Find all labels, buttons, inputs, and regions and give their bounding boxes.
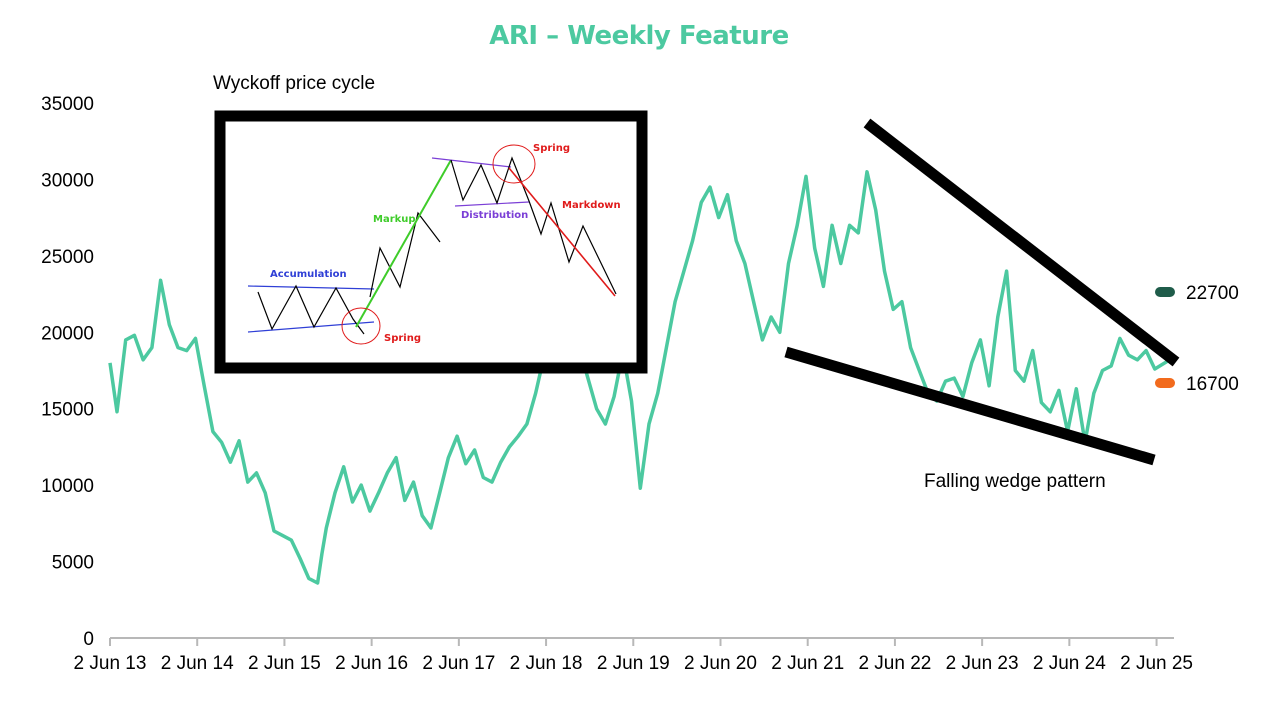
spring-circle-2 [492,144,536,184]
x-tick-label: 2 Jun 25 [1120,653,1193,674]
y-tick-label: 10000 [41,476,94,497]
y-tick-label: 25000 [41,247,94,268]
y-tick-label: 0 [83,629,94,650]
x-tick-label: 2 Jun 16 [335,653,408,674]
x-tick-label: 2 Jun 13 [74,653,147,674]
x-tick-label: 2 Jun 21 [771,653,844,674]
x-tick-label: 2 Jun 24 [1033,653,1106,674]
legend-value: 16700 [1186,374,1239,395]
y-tick-label: 5000 [52,553,94,574]
y-axis: 0 5000 10000 15000 20000 25000 30000 35000 [41,94,94,650]
spring-label-1: Spring [384,333,421,344]
legend-value: 22700 [1186,283,1239,304]
x-tick-label: 2 Jun 18 [510,653,583,674]
x-axis: 2 Jun 13 2 Jun 14 2 Jun 15 2 Jun 16 2 Jun 17… [74,637,1193,674]
legend-marker [1155,378,1175,388]
y-tick-label: 15000 [41,400,94,421]
value-legend: 22700 16700 [1155,283,1239,395]
distribution-upper-line [431,157,512,168]
y-tick-label: 30000 [41,170,94,191]
wyckoff-inset: Accumulation Spring Markup Distribution … [214,110,648,374]
inset-title: Wyckoff price cycle [213,73,375,94]
spring-label-2: Spring [533,143,570,154]
accumulation-price-path [257,284,365,335]
accumulation-lower-line [247,321,375,333]
y-tick-label: 35000 [41,94,94,115]
wedge-upper-line [863,118,1180,367]
x-tick-label: 2 Jun 20 [684,653,757,674]
markup-price-path [369,211,441,298]
spring-circle-1 [341,307,381,345]
x-tick-label: 2 Jun 22 [858,653,931,674]
x-tick-label: 2 Jun 14 [161,653,234,674]
accumulation-upper-line [247,285,375,290]
x-tick-label: 2 Jun 17 [422,653,495,674]
chart-title: ARI – Weekly Feature [489,21,788,51]
price-series-line [108,170,1174,585]
markdown-trend-line [508,167,616,297]
x-tick-label: 2 Jun 15 [248,653,321,674]
x-tick-label: 2 Jun 19 [597,653,670,674]
accumulation-label: Accumulation [270,269,347,280]
markup-trend-line [355,159,452,328]
distribution-price-path [450,156,617,295]
legend-marker [1155,287,1175,297]
markdown-label: Markdown [562,200,621,211]
inset-frame [214,110,648,374]
distribution-lower-line [454,201,530,207]
wedge-lower-line [784,346,1156,466]
x-tick-label: 2 Jun 23 [946,653,1019,674]
distribution-label: Distribution [461,210,528,221]
wedge-label: Falling wedge pattern [924,471,1106,492]
y-tick-label: 20000 [41,323,94,344]
markup-label: Markup [373,214,416,225]
